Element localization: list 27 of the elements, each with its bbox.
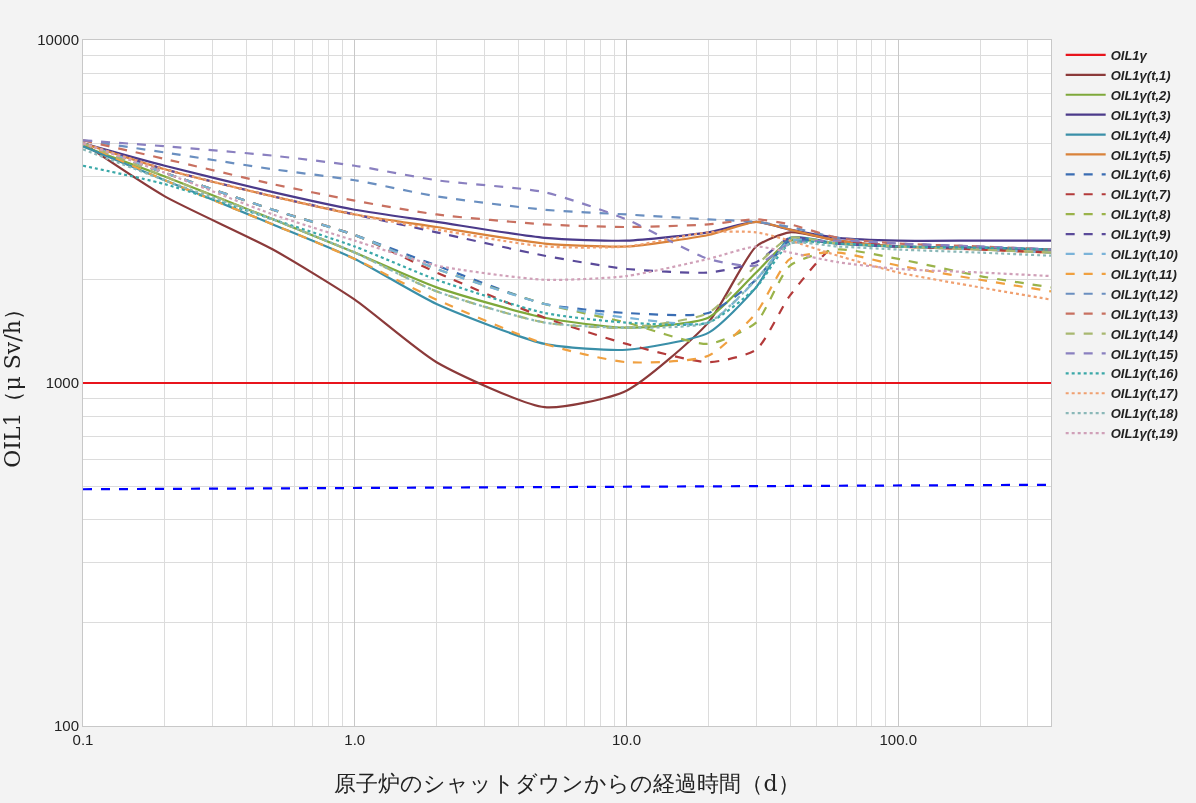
legend-label: OIL1γ(t,6) — [1110, 167, 1171, 183]
legend-label: OIL1γ(t,7) — [1110, 187, 1171, 203]
legend-label: OIL1γ(t,5) — [1110, 147, 1171, 163]
legend-label: OIL1γ(t,1) — [1110, 67, 1171, 83]
x-tick-label: 1.0 — [344, 731, 366, 748]
legend-label: OIL1γ(t,8) — [1110, 207, 1171, 223]
legend-label: OIL1γ(t,15) — [1110, 346, 1178, 362]
y-tick-label: 1000 — [45, 374, 79, 392]
x-tick-label: 10.0 — [611, 731, 642, 748]
legend-label: OIL1γ(t,3) — [1110, 107, 1171, 123]
legend-label: OIL1γ(t,2) — [1110, 87, 1171, 103]
legend-label: OIL1γ(t,19) — [1110, 426, 1178, 442]
legend-label: OIL1γ(t,4) — [1110, 127, 1171, 143]
x-tick-label: 100.0 — [879, 731, 917, 748]
legend-label: OIL1γ(t,16) — [1110, 366, 1178, 382]
legend-label: OIL1γ(t,18) — [1110, 406, 1178, 422]
legend-label: OIL1γ(t,10) — [1110, 247, 1178, 263]
legend-label: OIL1γ(t,13) — [1110, 306, 1178, 322]
legend-label: OIL1γ(t,12) — [1110, 286, 1178, 302]
legend-label: OIL1γ(t,14) — [1110, 326, 1178, 342]
y-tick-label: 10000 — [37, 31, 79, 49]
x-axis-title: 原子炉のシャットダウンからの経過時間（d） — [334, 770, 800, 796]
legend-label: OIL1γ — [1110, 48, 1148, 64]
y-axis-title: OIL1（μ Sv/h） — [0, 298, 26, 468]
legend-label: OIL1γ(t,11) — [1110, 266, 1177, 282]
legend-label: OIL1γ(t,17) — [1110, 386, 1178, 402]
legend-label: OIL1γ(t,9) — [1110, 227, 1171, 243]
